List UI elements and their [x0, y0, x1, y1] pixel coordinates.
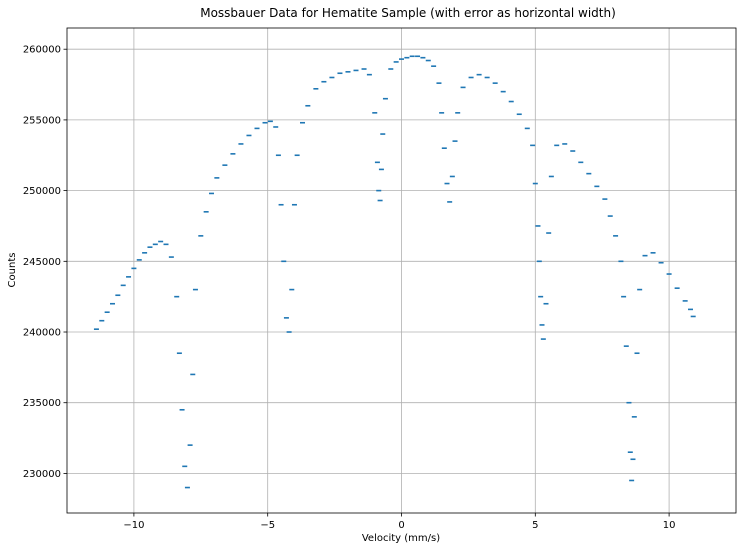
- x-tick-label: 5: [532, 520, 538, 531]
- x-axis-ticks: −10 −5 0 5 10: [123, 513, 675, 531]
- y-tick-label: 245000: [23, 257, 61, 268]
- x-tick-label: 0: [398, 520, 404, 531]
- gridlines: [67, 28, 736, 513]
- x-tick-label: 10: [663, 520, 676, 531]
- y-tick-label: 235000: [23, 398, 61, 409]
- y-tick-label: 230000: [23, 469, 61, 480]
- y-tick-label: 255000: [23, 115, 61, 126]
- x-tick-label: −5: [260, 520, 275, 531]
- chart-title: Mossbauer Data for Hematite Sample (with…: [200, 6, 616, 20]
- y-tick-label: 240000: [23, 328, 61, 339]
- y-tick-label: 250000: [23, 186, 61, 197]
- x-tick-label: −10: [123, 520, 144, 531]
- data-series: [93, 55, 696, 489]
- y-tick-label: 260000: [23, 45, 61, 56]
- y-axis-ticks: 230000 235000 240000 245000 250000 255000 2600…: [23, 45, 67, 480]
- x-axis-label: Velocity (mm/s): [362, 533, 440, 544]
- y-axis-label: Counts: [7, 253, 18, 288]
